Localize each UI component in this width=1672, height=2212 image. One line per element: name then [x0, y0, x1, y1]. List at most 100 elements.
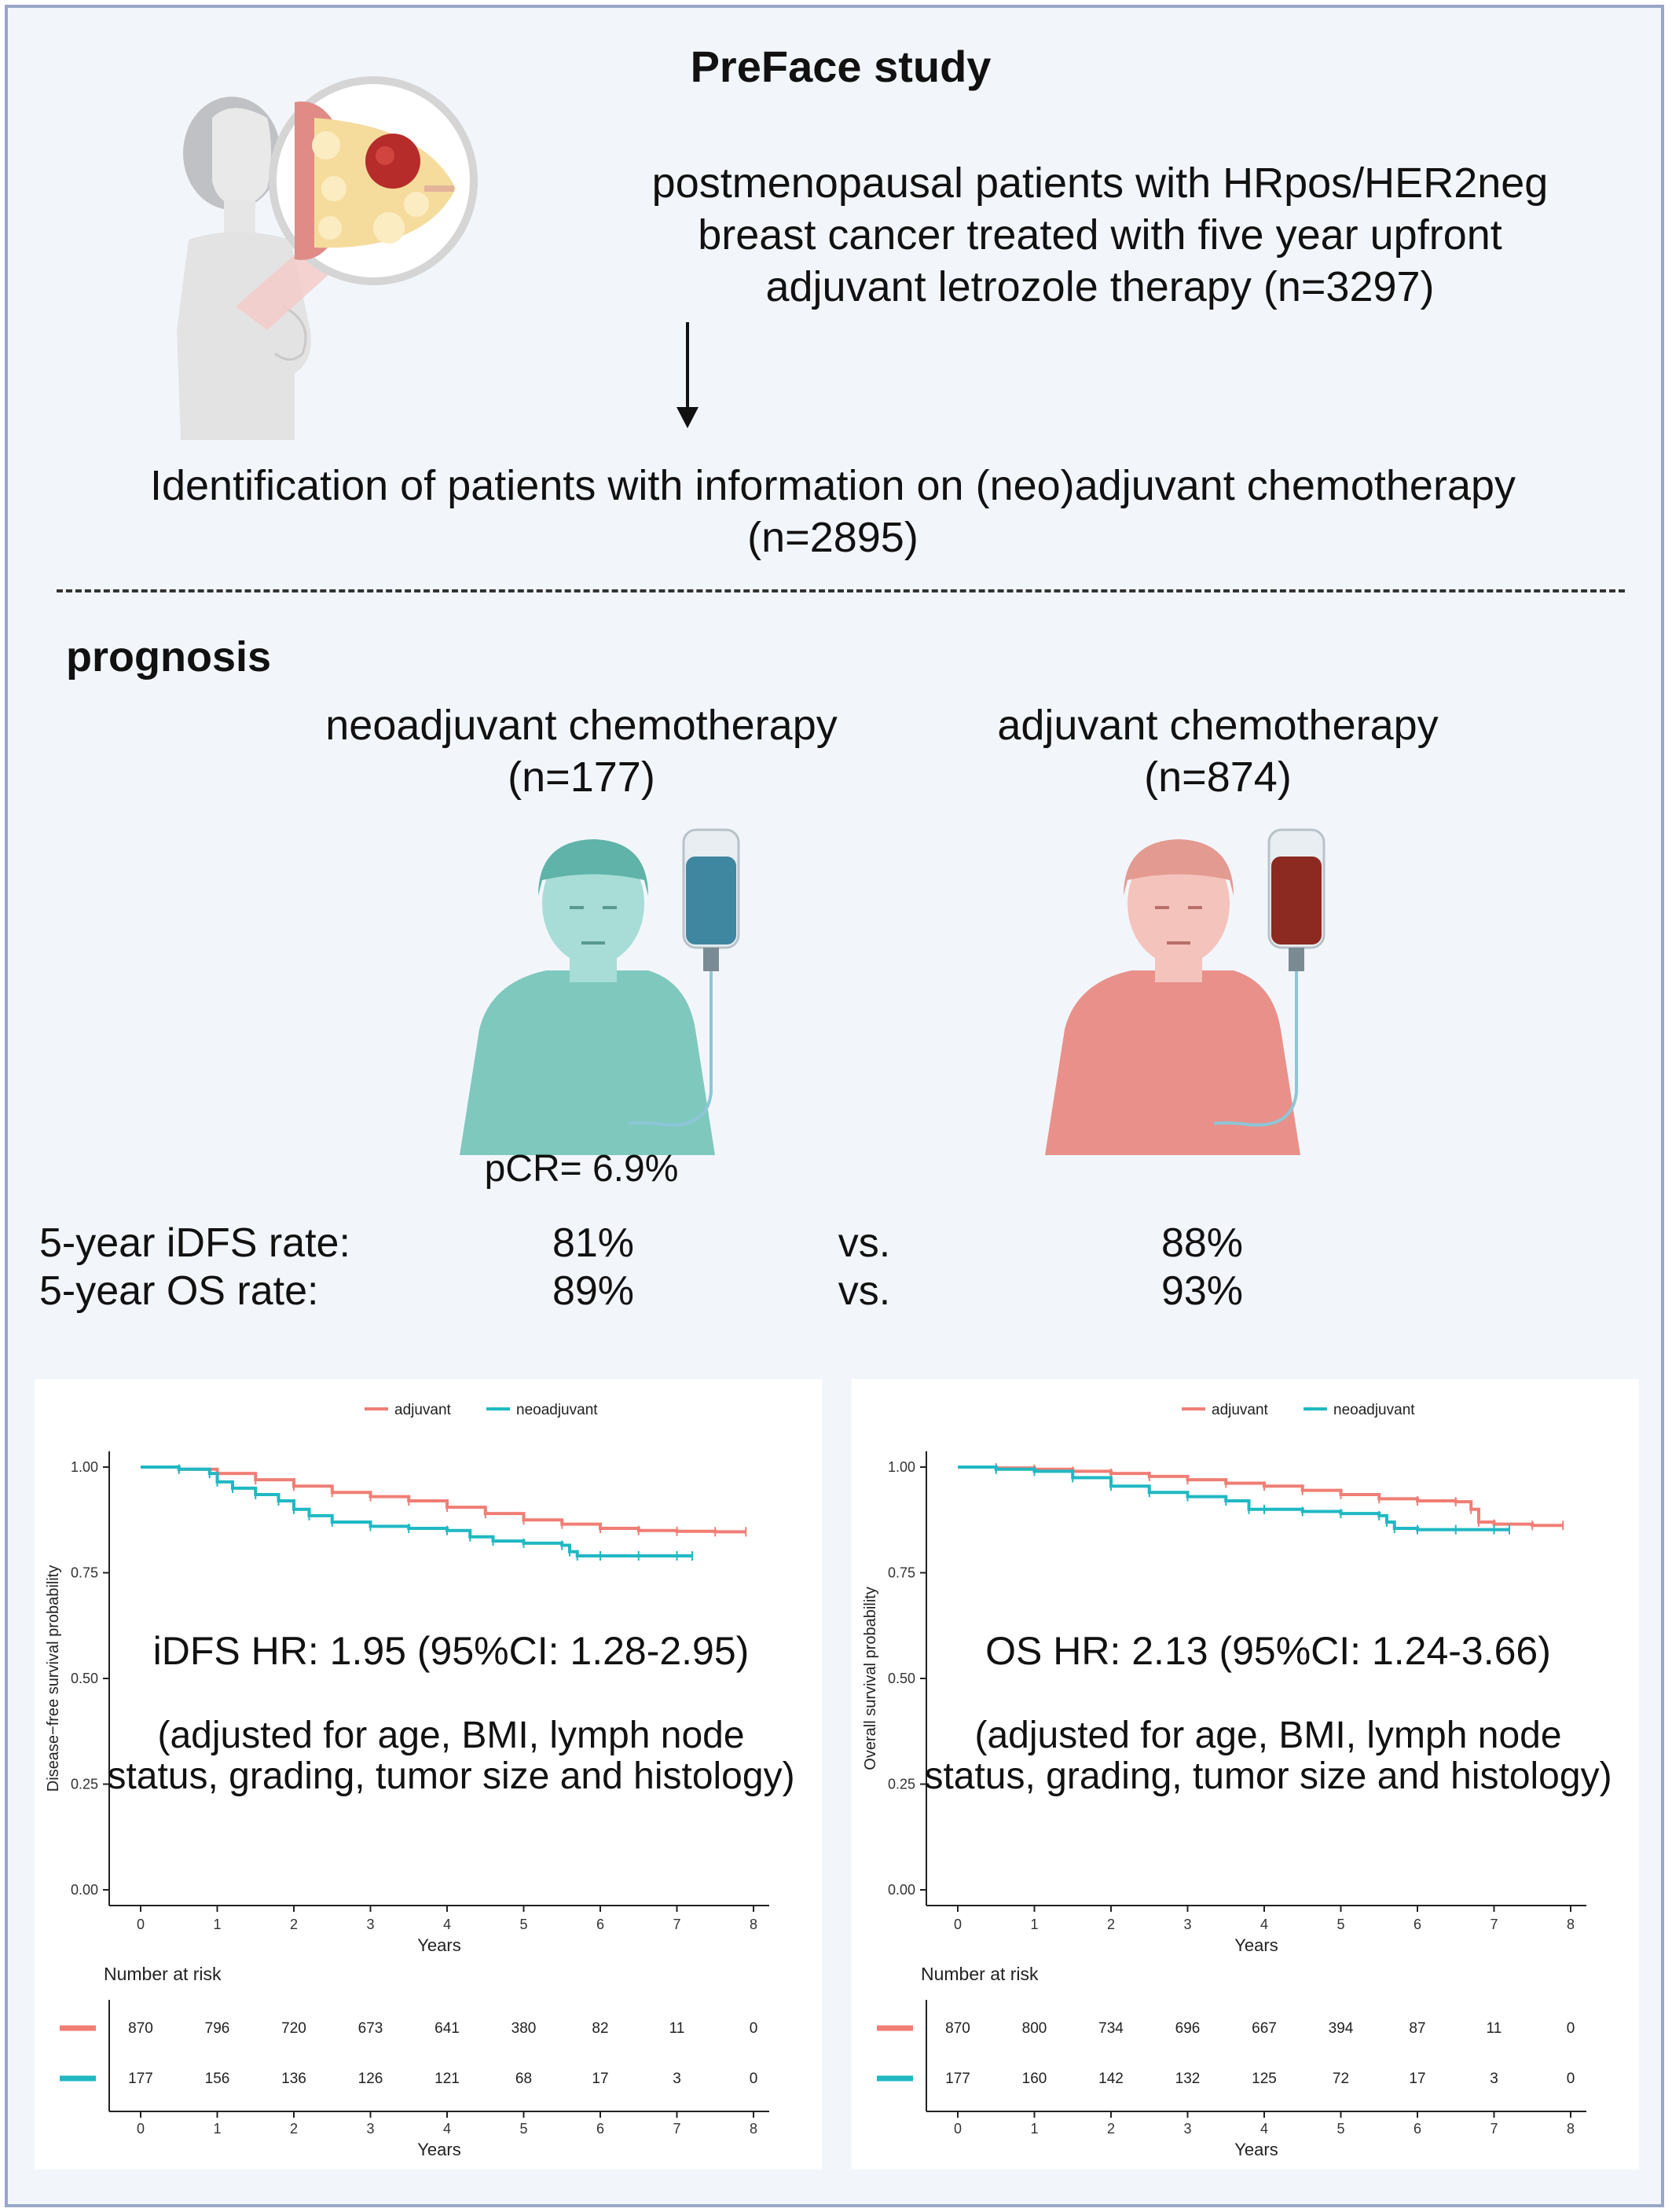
study-title: PreFace study [690, 42, 992, 91]
risk-count: 87 [1409, 2020, 1425, 2037]
censor-marks-neoadjuvant [995, 1464, 1510, 1535]
risk-count: 3 [1490, 2071, 1498, 2087]
risk-x-tick-label: 8 [750, 2121, 757, 2137]
risk-count: 156 [205, 2071, 230, 2087]
risk-count: 0 [750, 2020, 758, 2037]
risk-count: 11 [669, 2020, 685, 2037]
risk-count: 0 [1567, 2071, 1575, 2087]
risk-count: 68 [515, 2071, 532, 2087]
x-tick-label: 6 [1414, 1917, 1421, 1932]
risk-count: 870 [128, 2020, 153, 2037]
y-axis-title: Disease−free survival probability [45, 1565, 62, 1792]
y-tick-label: 0.25 [71, 1777, 98, 1792]
x-tick-label: 6 [596, 1917, 604, 1932]
risk-count: 641 [434, 2020, 460, 2037]
x-tick-label: 3 [366, 1917, 374, 1932]
iv-bag-icon [628, 828, 740, 1127]
adjustment-line: status, grading, tumor size and histolog… [924, 1755, 1612, 1797]
y-tick-label: 1.00 [888, 1459, 915, 1475]
y-tick-label: 0.00 [71, 1882, 98, 1898]
neoadjuvant-patient-illustration [460, 828, 740, 1155]
os-rate-label: 5-year OS rate: [39, 1268, 319, 1314]
x-tick-label: 5 [519, 1917, 527, 1932]
breast-tumor-icon [236, 76, 478, 330]
y-tick-label: 0.75 [71, 1565, 98, 1581]
x-tick-label: 7 [1490, 1917, 1498, 1932]
y-tick-label: 0.50 [888, 1671, 915, 1686]
x-tick-label: 0 [137, 1917, 145, 1932]
risk-x-tick-label: 3 [366, 2121, 374, 2137]
x-tick-label: 7 [673, 1917, 680, 1932]
x-tick-label: 5 [1336, 1917, 1344, 1932]
risk-count: 177 [128, 2071, 153, 2087]
neoadjuvant-group-label: neoadjuvant chemotherapy (n=177) [259, 699, 904, 803]
identification-line: Identification of patients with informat… [149, 462, 1516, 509]
risk-count: 72 [1333, 2071, 1349, 2087]
risk-x-tick-label: 4 [1260, 2121, 1268, 2137]
risk-x-tick-label: 2 [290, 2121, 298, 2137]
survival-curve-neoadjuvant [958, 1465, 1509, 1532]
x-tick-label: 2 [1107, 1917, 1115, 1932]
censor-marks-adjuvant [178, 1464, 747, 1537]
risk-count: 82 [592, 2020, 608, 2037]
risk-count: 177 [945, 2071, 970, 2087]
os-hr-annotation: OS HR: 2.13 (95%CI: 1.24-3.66) (adjusted… [922, 1631, 1614, 1797]
idfs-rate-label: 5-year iDFS rate: [39, 1220, 350, 1266]
idfs-vs: vs. [838, 1220, 891, 1266]
x-tick-label: 0 [954, 1917, 962, 1932]
x-tick-label: 8 [1567, 1917, 1575, 1932]
risk-count: 3 [673, 2071, 681, 2087]
legend-label: neoadjuvant [516, 1402, 598, 1418]
censor-marks-neoadjuvant [178, 1464, 693, 1561]
chart-legend: adjuvant neoadjuvant [1182, 1402, 1415, 1418]
risk-x-axis-title: Years [1234, 2140, 1278, 2159]
adjustment-line: (adjusted for age, BMI, lymph node [157, 1715, 745, 1756]
prognosis-heading: prognosis [66, 633, 272, 680]
x-tick-label: 4 [443, 1917, 451, 1932]
x-tick-label: 1 [1030, 1917, 1038, 1932]
risk-x-tick-label: 6 [1414, 2121, 1421, 2137]
risk-x-tick-label: 6 [596, 2121, 604, 2137]
risk-count: 125 [1252, 2071, 1277, 2087]
idfs-hr-annotation: iDFS HR: 1.95 (95%CI: 1.28-2.95) (adjust… [105, 1631, 797, 1797]
hr-text: OS HR: 2.13 (95%CI: 1.24-3.66) [985, 1629, 1551, 1673]
idfs-km-panel: adjuvant neoadjuvant 0.00 0.25 0.50 0.75 1.00 0… [35, 1379, 822, 2170]
population-line: postmenopausal patients with HRpos/HER2n… [651, 160, 1549, 207]
x-tick-label: 2 [290, 1917, 298, 1932]
risk-count: 132 [1175, 2071, 1201, 2087]
risk-count: 160 [1022, 2071, 1047, 2087]
os-km-panel: adjuvant neoadjuvant 0.00 0.25 0.50 0.75 1.00 0… [852, 1379, 1639, 2170]
adjuvant-n: (n=874) [1144, 754, 1292, 801]
risk-count: 380 [512, 2020, 537, 2037]
y-tick-label: 0.50 [71, 1671, 98, 1686]
breast-cancer-illustration [177, 76, 478, 440]
risk-count: 142 [1098, 2071, 1124, 2087]
population-description: postmenopausal patients with HRpos/HER2n… [597, 157, 1603, 313]
risk-count: 696 [1175, 2020, 1201, 2037]
chart-legend: adjuvant neoadjuvant [365, 1402, 598, 1418]
adjuvant-label: adjuvant chemotherapy [997, 702, 1439, 749]
section-divider [57, 589, 1625, 592]
risk-count: 870 [945, 2020, 970, 2037]
survival-curve-neoadjuvant [141, 1465, 692, 1557]
risk-x-tick-label: 2 [1107, 2121, 1115, 2137]
os-vs: vs. [838, 1268, 891, 1314]
risk-x-axis-title: Years [417, 2140, 460, 2159]
y-tick-label: 0.25 [888, 1777, 915, 1792]
y-tick-label: 0.75 [888, 1565, 915, 1581]
risk-count: 796 [205, 2020, 230, 2037]
risk-count: 673 [358, 2020, 383, 2037]
risk-x-tick-label: 8 [1567, 2121, 1575, 2137]
y-tick-label: 1.00 [71, 1459, 98, 1475]
patient-icon [1045, 839, 1300, 1155]
population-line: adjuvant letrozole therapy (n=3297) [765, 263, 1435, 310]
neoadjuvant-n: (n=177) [508, 754, 655, 801]
risk-x-tick-label: 7 [1490, 2121, 1498, 2137]
population-line: breast cancer treated with five year upf… [698, 211, 1502, 259]
adjustment-line: (adjusted for age, BMI, lymph node [974, 1715, 1562, 1756]
risk-x-tick-label: 1 [213, 2121, 221, 2137]
adjuvant-group-label: adjuvant chemotherapy (n=874) [896, 699, 1540, 803]
risk-x-tick-label: 3 [1183, 2121, 1191, 2137]
adjustment-line: status, grading, tumor size and histolog… [107, 1755, 795, 1797]
patient-icon [460, 839, 715, 1155]
